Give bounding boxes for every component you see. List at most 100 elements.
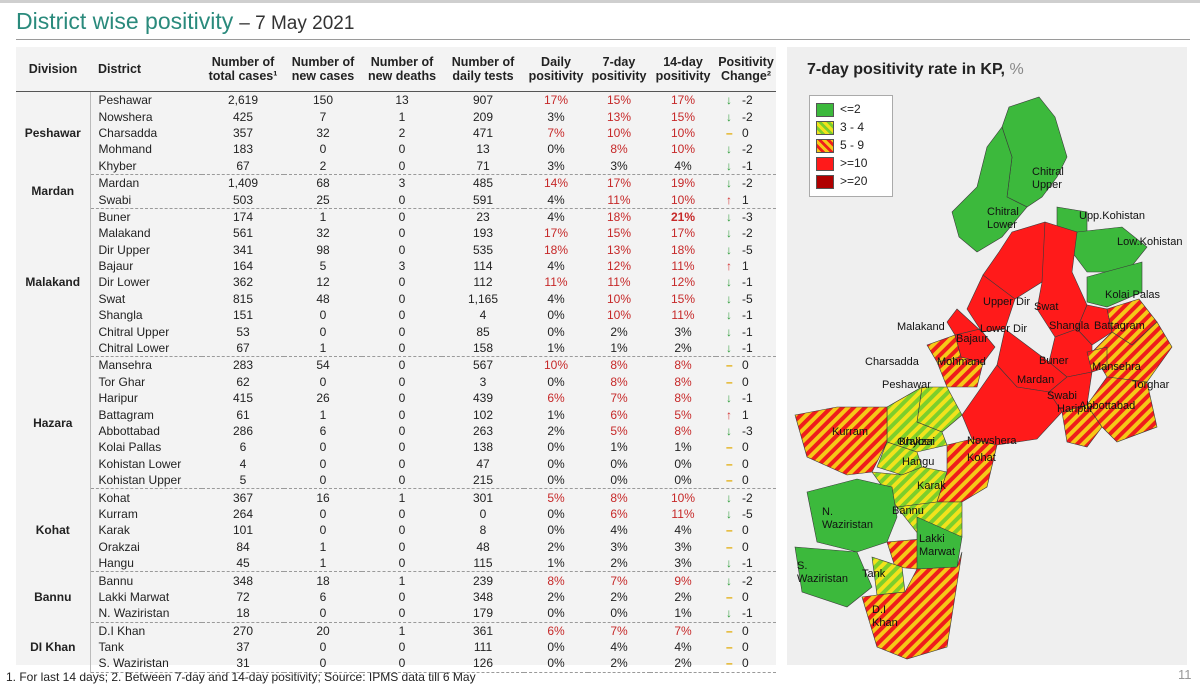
table-row: Kurram 264 0 0 0 0% 6% 11% ↓ -5 [16,506,776,522]
map-region-d-i-khan [861,551,963,660]
value-cell: 31 [202,655,284,673]
value-cell: 2 [398,125,406,140]
value-cell: 0 [319,640,327,655]
positivity-change-cell: ↓ -1 [716,339,776,358]
change-value: 0 [742,358,749,373]
value-cell: 54 [316,358,330,373]
value-cell: 164 [232,259,254,274]
value-cell: 341 [232,242,254,257]
value-cell: 0% [524,655,588,673]
positivity-change-cell: ↓ -1 [716,605,776,623]
value-cell: 21% [670,209,696,224]
division-cell: Malakand [16,208,91,357]
value-cell: 2% [610,589,628,604]
district-cell: Kohat [98,490,130,505]
value-cell: 4% [650,157,716,175]
value-cell: 0 [319,324,327,339]
table-row: Karak 101 0 0 8 0% 4% 4% –0 [16,522,776,538]
map-label-lakki-marwat: Lakki Marwat [919,533,955,558]
value-cell: 18% [543,242,569,257]
value-cell: 3 [398,176,406,191]
change-value: -5 [742,506,753,521]
value-cell: 11% [671,308,695,323]
value-cell: 8% [610,374,628,389]
division-cell: Mardan [16,174,91,209]
value-cell: 0 [398,226,406,241]
district-cell: Dir Lower [98,275,150,290]
positivity-change-cell: –0 [716,622,776,639]
value-cell: 0 [398,275,406,290]
change-value: -1 [742,391,753,406]
value-cell: 1% [610,440,628,455]
value-cell: 0 [398,391,406,406]
change-value: -2 [742,93,753,108]
district-cell: Tank [98,640,124,655]
arrow-down-icon: ↓ [726,490,732,505]
value-cell: 0 [398,640,406,655]
map-legend: <=2 3 - 4 5 - 9 >=10 >=20 [809,95,893,197]
header-8: 14-day positivity [650,47,716,92]
district-cell: Charsadda [98,125,158,140]
dash-icon: – [726,440,733,455]
change-value: -2 [742,109,753,124]
value-cell: 2% [588,655,650,673]
value-cell: 115 [442,554,524,573]
value-cell: 0 [398,440,406,455]
top-rule [0,0,1200,3]
value-cell: 0 [319,374,327,389]
value-cell: 6 [239,440,247,455]
header-6: Daily positivity [524,47,588,92]
value-cell: 263 [472,424,494,438]
value-cell: 8% [674,391,692,406]
map-label-swabi: Swabi [1047,390,1077,402]
value-cell: 348 [472,589,494,604]
positivity-change-cell: ↓ -2 [716,225,776,241]
value-cell: 0 [398,291,406,306]
division-cell: DI Khan [16,622,91,673]
arrow-down-icon: ↓ [726,275,732,290]
value-cell: 215 [442,471,524,490]
title-text: District wise positivity [16,8,234,34]
value-cell: 0% [547,506,565,521]
header-9: Positivity Change² [716,47,776,92]
value-cell: 362 [232,275,254,290]
table-row: Charsadda 357 32 2 471 7% 10% 10% –0 [16,125,776,141]
value-cell: 20 [316,623,330,638]
map-label-abbottabad: Abbottabad [1079,400,1135,412]
value-cell: 1% [524,554,588,573]
map-label-n-waziristan: N. Waziristan [822,506,873,531]
value-cell: 1,409 [227,176,259,191]
arrow-down-icon: ↓ [726,142,732,157]
legend-label: >=10 [840,156,868,170]
value-cell: 0 [398,456,406,471]
positivity-change-cell: –0 [716,456,776,472]
value-cell: 0% [547,456,565,471]
value-cell: 16 [316,490,330,505]
legend-item: 3 - 4 [816,120,864,135]
value-cell: 5 [202,471,284,490]
arrow-down-icon: ↓ [726,242,732,257]
value-cell: 7% [610,391,628,406]
table-row: Lakki Marwat 72 6 0 348 2% 2% 2% –0 [16,589,776,605]
value-cell: 0 [398,142,406,157]
value-cell: 8% [547,573,565,588]
positivity-change-cell: –0 [716,471,776,490]
change-value: 0 [742,473,749,488]
positivity-change-cell: ↓ -1 [716,323,776,339]
map-label-d-i-khan: D.I Khan [872,604,898,629]
map-label-bajaur: Bajaur [956,333,988,345]
legend-swatch [816,120,834,135]
value-cell: 591 [442,191,524,209]
map-region-n-waziristan [806,478,898,553]
value-cell: 18 [316,573,330,588]
map-region-lower-dir [966,274,1016,333]
map-label-hangu: Hangu [902,456,934,468]
value-cell: 1% [547,407,565,422]
value-cell: 15% [670,109,696,124]
legend-label: >=20 [840,174,868,188]
positivity-change-cell: ↓ -2 [716,489,776,506]
district-cell: Orakzai [98,539,140,554]
map-label-mansehra: Mansehra [1092,361,1142,373]
positivity-change-cell: –0 [716,589,776,605]
value-cell: 0% [547,523,565,538]
